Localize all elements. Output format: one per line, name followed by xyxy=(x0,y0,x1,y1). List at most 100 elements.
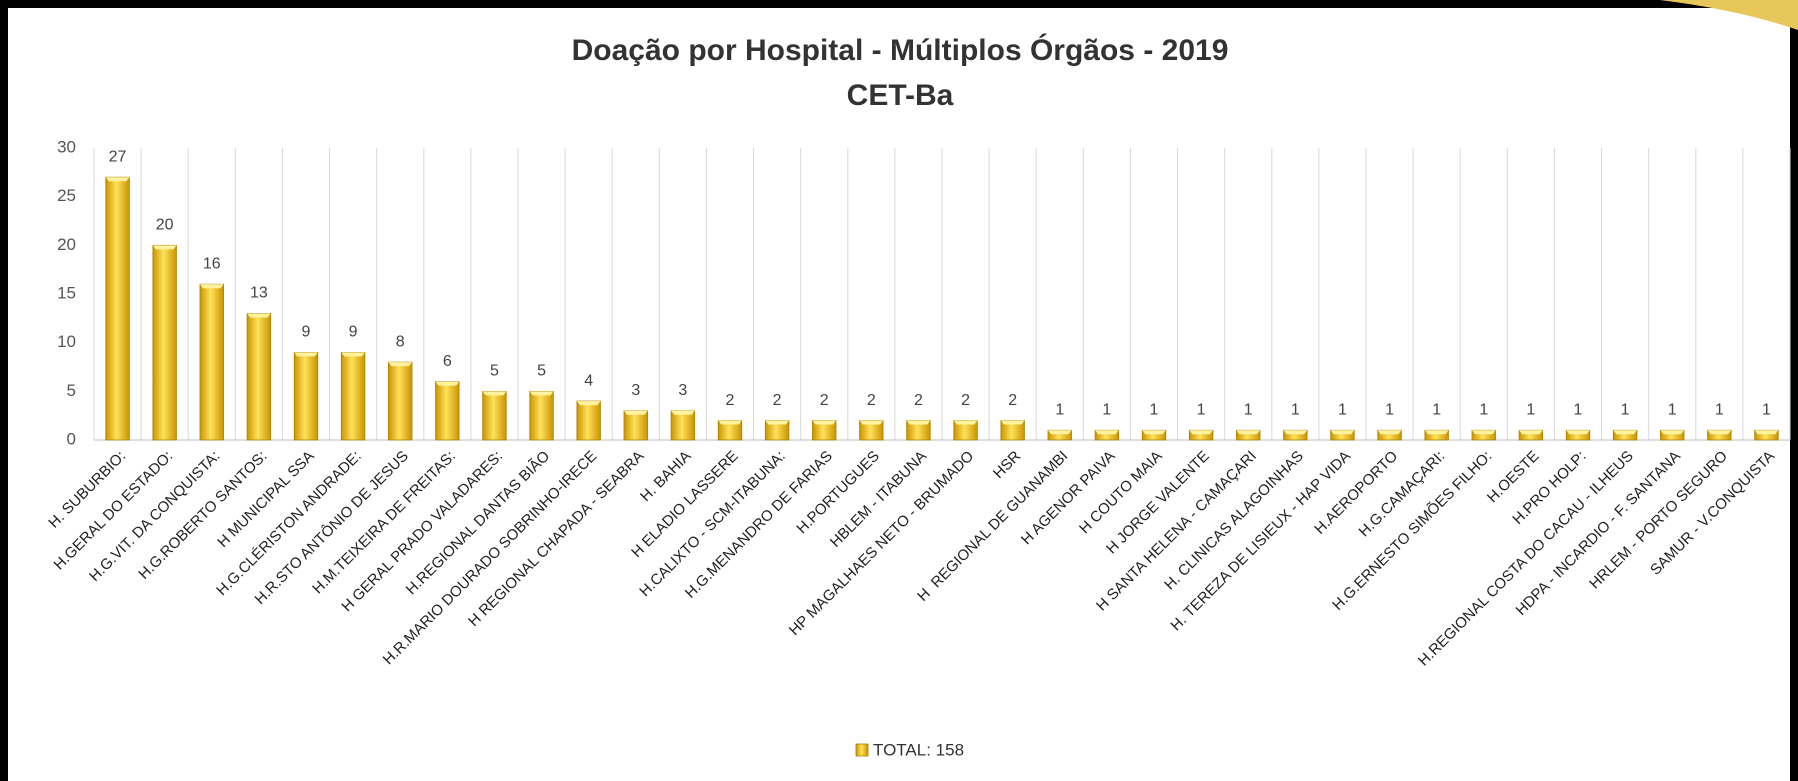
data-label: 2 xyxy=(1008,392,1017,409)
bar xyxy=(623,410,648,441)
legend-swatch xyxy=(855,743,869,757)
chart-background xyxy=(8,8,1790,781)
bar-cap xyxy=(859,420,884,425)
chart-subtitle: CET-Ba xyxy=(847,79,954,112)
bar-cap xyxy=(1000,420,1025,425)
bar-cap xyxy=(1566,430,1590,435)
bar-cap xyxy=(671,410,695,415)
bar-cap xyxy=(1236,430,1260,435)
y-tick-label: 20 xyxy=(57,235,76,254)
bar xyxy=(199,283,224,441)
bar-cap xyxy=(1424,430,1449,435)
data-label: 3 xyxy=(678,382,687,399)
data-label: 1 xyxy=(1150,401,1159,418)
data-label: 4 xyxy=(584,372,593,389)
data-label: 1 xyxy=(1526,401,1535,418)
bar-cap xyxy=(1613,430,1637,435)
data-label: 13 xyxy=(250,285,268,302)
data-label: 3 xyxy=(631,382,640,399)
bar-cap xyxy=(435,381,460,386)
data-label: 1 xyxy=(1668,401,1677,418)
corner-decoration xyxy=(1660,0,1798,30)
bar xyxy=(152,244,177,441)
bar-cap xyxy=(1377,430,1402,435)
data-label: 2 xyxy=(867,392,876,409)
y-tick-label: 15 xyxy=(57,283,76,302)
bar xyxy=(576,400,601,441)
data-label: 20 xyxy=(156,217,174,234)
data-label: 1 xyxy=(1197,401,1206,418)
bar-cap xyxy=(247,313,271,318)
data-label: 1 xyxy=(1055,401,1064,418)
bar-cap xyxy=(152,245,177,250)
bar-cap xyxy=(812,420,836,425)
bar-cap xyxy=(1472,430,1496,435)
bar-cap xyxy=(1048,430,1072,435)
data-label: 1 xyxy=(1102,401,1111,418)
bar-cap xyxy=(953,420,978,425)
data-label: 27 xyxy=(109,148,127,165)
data-label: 6 xyxy=(443,353,452,370)
bar-cap xyxy=(624,410,648,415)
bar-cap xyxy=(1660,430,1684,435)
bar xyxy=(670,410,696,441)
y-tick-label: 10 xyxy=(57,332,76,351)
bar-cap xyxy=(1754,430,1779,435)
bar-cap xyxy=(1330,430,1355,435)
data-label: 2 xyxy=(820,392,829,409)
bar-cap xyxy=(341,352,365,357)
data-label: 8 xyxy=(396,333,405,350)
bar-cap xyxy=(482,391,507,396)
bar xyxy=(435,381,460,441)
data-label: 5 xyxy=(537,363,546,380)
bar-cap xyxy=(529,391,554,396)
data-label: 1 xyxy=(1338,401,1347,418)
bar xyxy=(246,313,272,441)
data-label: 1 xyxy=(1432,401,1441,418)
bar xyxy=(529,390,554,441)
data-label: 2 xyxy=(773,392,782,409)
data-label: 1 xyxy=(1574,401,1583,418)
bar-cap xyxy=(1283,430,1308,435)
data-label: 1 xyxy=(1291,401,1300,418)
bar-cap xyxy=(1519,430,1543,435)
bar xyxy=(388,361,413,441)
y-tick-label: 30 xyxy=(57,137,76,156)
data-label: 5 xyxy=(490,363,499,380)
legend-label: TOTAL: 158 xyxy=(873,740,964,759)
bar-cap xyxy=(1142,430,1166,435)
bar-cap xyxy=(718,420,742,425)
data-label: 1 xyxy=(1762,401,1771,418)
data-label: 2 xyxy=(726,392,735,409)
data-label: 1 xyxy=(1479,401,1488,418)
data-label: 1 xyxy=(1715,401,1724,418)
bar-cap xyxy=(576,401,601,406)
bar-cap xyxy=(765,420,789,425)
bar-cap xyxy=(388,362,412,367)
data-label: 1 xyxy=(1621,401,1630,418)
bar-cap xyxy=(1095,430,1119,435)
bar xyxy=(340,351,366,441)
data-label: 16 xyxy=(203,255,221,272)
data-label: 1 xyxy=(1385,401,1394,418)
bar-cap xyxy=(906,420,931,425)
bar-cap xyxy=(1707,430,1732,435)
data-label: 2 xyxy=(961,392,970,409)
y-tick-label: 0 xyxy=(67,429,76,448)
bar-cap xyxy=(105,177,130,182)
data-label: 2 xyxy=(914,392,923,409)
bar-cap xyxy=(1189,430,1213,435)
data-label: 9 xyxy=(302,324,311,341)
y-tick-label: 5 xyxy=(67,381,76,400)
bar xyxy=(105,176,130,441)
bar-cap xyxy=(200,284,224,289)
bar xyxy=(293,351,319,441)
bar-cap xyxy=(294,352,318,357)
data-label: 1 xyxy=(1244,401,1253,418)
y-tick-label: 25 xyxy=(57,186,76,205)
bar xyxy=(482,390,507,441)
data-label: 9 xyxy=(349,324,358,341)
chart-title: Doação por Hospital - Múltiplos Órgãos -… xyxy=(572,33,1229,67)
